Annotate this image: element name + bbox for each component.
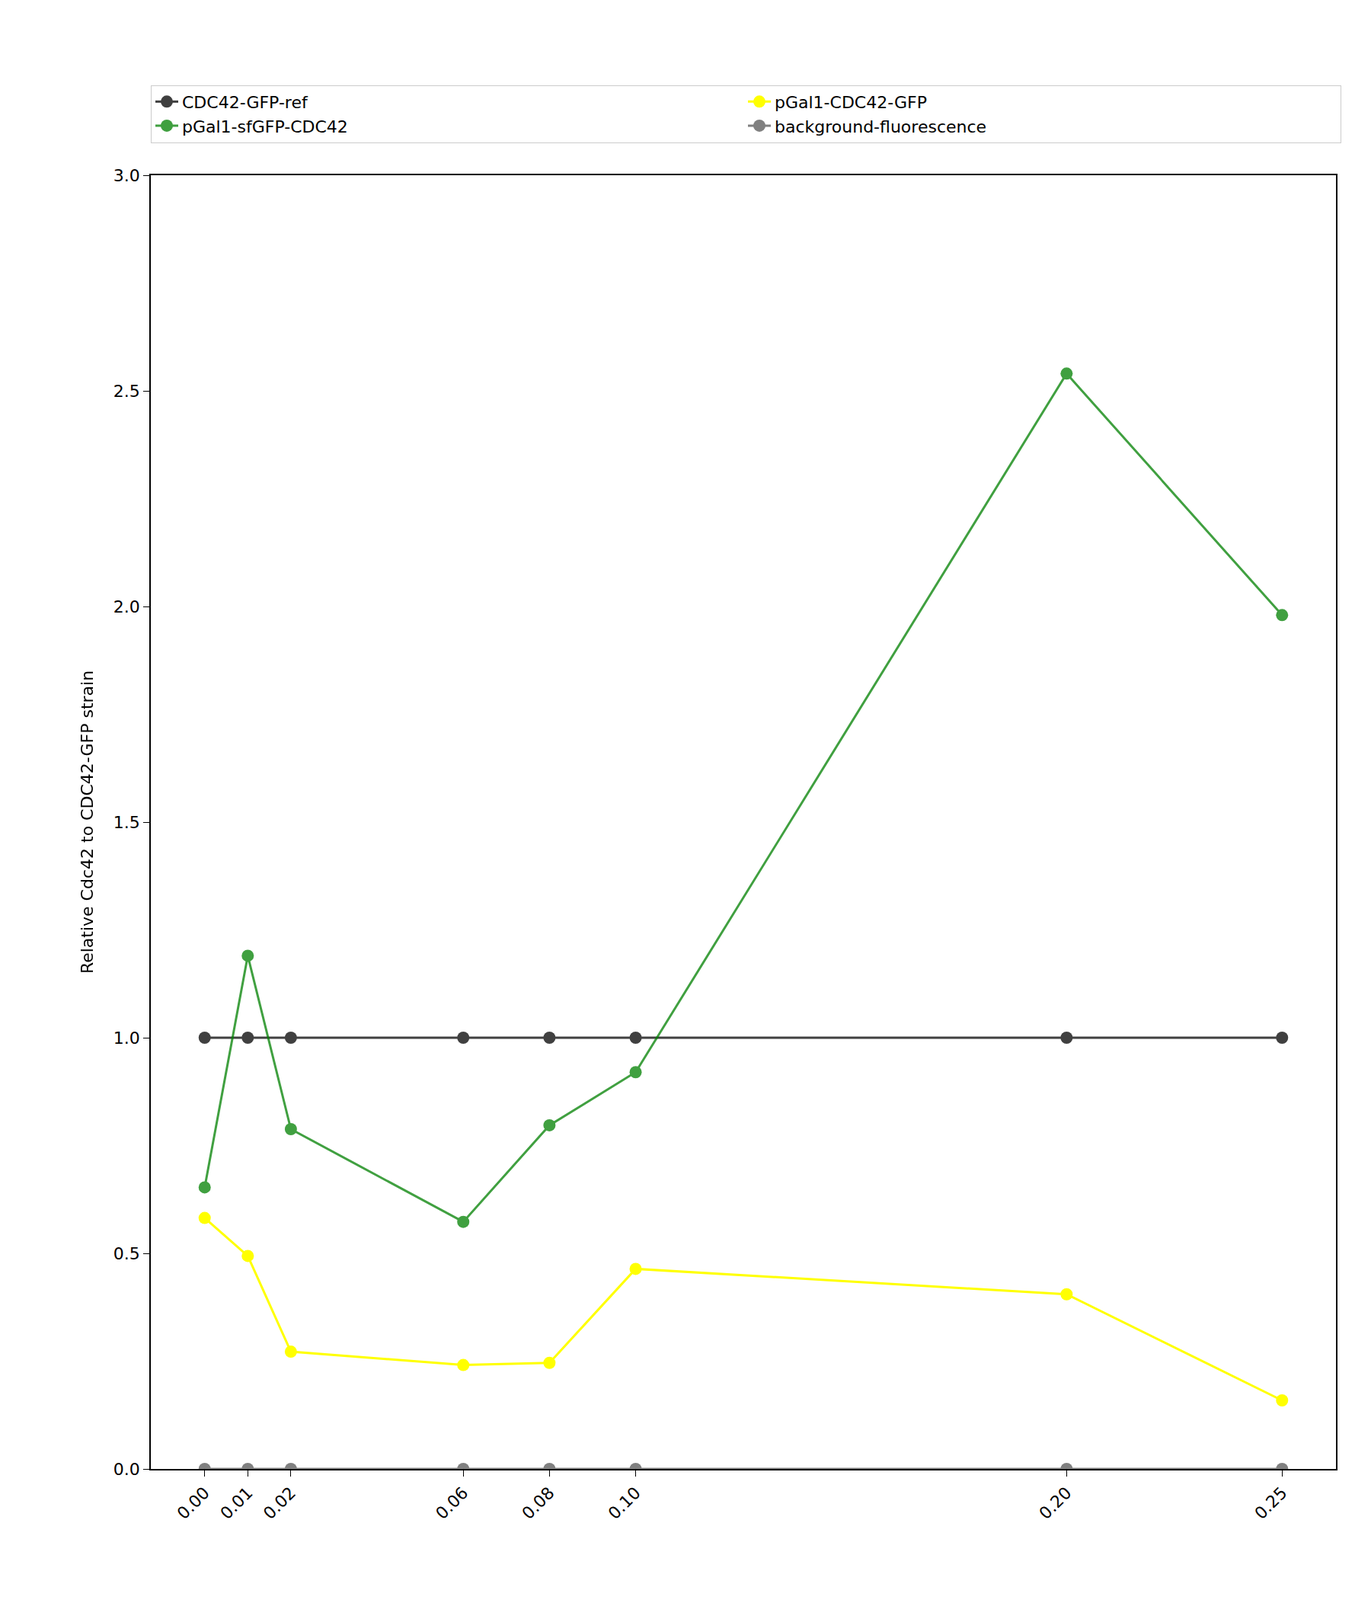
svg-text:1.0: 1.0 xyxy=(113,1028,141,1048)
svg-text:pGal1-sfGFP-CDC42: pGal1-sfGFP-CDC42 xyxy=(182,117,349,137)
svg-text:background-fluorescence: background-fluorescence xyxy=(774,117,987,137)
svg-text:0.5: 0.5 xyxy=(113,1243,141,1263)
svg-text:0.25: 0.25 xyxy=(1250,1482,1291,1523)
svg-text:0.06: 0.06 xyxy=(431,1482,472,1523)
svg-text:0.20: 0.20 xyxy=(1035,1482,1075,1523)
svg-text:2.0: 2.0 xyxy=(113,597,141,617)
svg-text:0.02: 0.02 xyxy=(259,1482,300,1523)
svg-text:CDC42-GFP-ref: CDC42-GFP-ref xyxy=(182,92,309,112)
svg-text:0.00: 0.00 xyxy=(173,1482,214,1523)
svg-text:1.5: 1.5 xyxy=(113,812,141,832)
svg-text:0.10: 0.10 xyxy=(604,1482,645,1523)
svg-text:0.0: 0.0 xyxy=(113,1459,141,1479)
svg-text:pGal1-CDC42-GFP: pGal1-CDC42-GFP xyxy=(774,92,927,112)
svg-text:Relative Cdc42 to CDC42-GFP st: Relative Cdc42 to CDC42-GFP strain xyxy=(77,670,97,974)
svg-text:0.01: 0.01 xyxy=(216,1482,256,1523)
svg-text:3.0: 3.0 xyxy=(113,166,141,186)
svg-text:2.5: 2.5 xyxy=(113,381,141,401)
svg-text:0.08: 0.08 xyxy=(517,1482,558,1523)
